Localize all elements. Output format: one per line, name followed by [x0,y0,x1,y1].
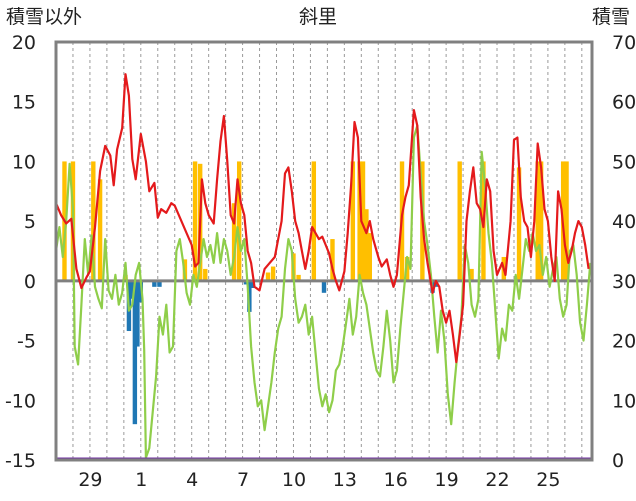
plot-frame [54,40,594,462]
left-axis-title: 積雪以外 [6,6,82,28]
left-tick-label: 10 [12,151,36,173]
right-tick-label: 20 [612,331,636,353]
bar [535,161,540,281]
left-tick-label: -10 [5,390,36,412]
bar [350,161,356,281]
left-tick-label: 5 [24,211,36,233]
left-tick-label: 15 [12,92,36,114]
bar [538,161,544,281]
right-tick-label: 10 [612,390,636,412]
bar [132,280,138,425]
bar [236,161,242,281]
bar [130,280,135,299]
bar [296,274,301,281]
bar [192,161,198,281]
mean-temp-line [54,124,592,459]
bar [135,280,140,347]
bar [367,233,372,281]
right-tick-label: 70 [612,32,636,54]
bar [247,280,252,312]
left-tick-label: -5 [17,331,36,353]
bar [457,161,462,281]
x-tick-label: 10 [282,469,306,491]
x-tick-label: 4 [186,469,198,491]
bar [360,161,366,281]
left-tick-label: 20 [12,32,36,54]
right-tick-label: 40 [612,211,636,233]
bar [265,272,271,281]
max-temp-line [54,73,590,364]
x-tick-label: 22 [485,469,509,491]
left-tick-label: -15 [5,450,36,472]
bar [564,161,569,281]
right-axis-title: 積雪 [592,6,630,28]
x-tick-label: 7 [237,469,249,491]
x-tick-label: 16 [384,469,408,491]
x-tick-label: 1 [135,469,147,491]
bar [91,161,96,281]
x-tick-label: 19 [435,469,459,491]
right-tick-label: 30 [612,271,636,293]
left-tick-label: 0 [24,271,36,293]
bar [321,280,327,293]
bar [203,268,208,281]
axes: -15 -10 -5 0 5 10 15 20 0 10 20 30 40 50 60 70 29 1 4 7 10 13… [5,32,636,491]
bar [516,167,522,281]
bar [97,179,103,281]
right-tick-label: 50 [612,151,636,173]
right-tick-label: 0 [612,450,624,472]
bar [404,256,410,281]
bar [231,203,237,281]
x-tick-label: 25 [536,469,560,491]
x-tick-label: 13 [333,469,357,491]
bar [357,161,362,281]
bar [330,239,335,281]
bar [152,280,157,287]
bar [157,280,162,287]
bar [364,209,369,281]
bar [243,280,249,285]
bar [311,161,317,281]
x-tick-label: 29 [78,469,102,491]
plot-area [54,42,592,461]
bar [469,268,474,281]
bar [270,266,276,281]
right-tick-label: 60 [612,92,636,114]
chart-title: 斜里 [299,6,337,28]
bar [250,280,255,289]
